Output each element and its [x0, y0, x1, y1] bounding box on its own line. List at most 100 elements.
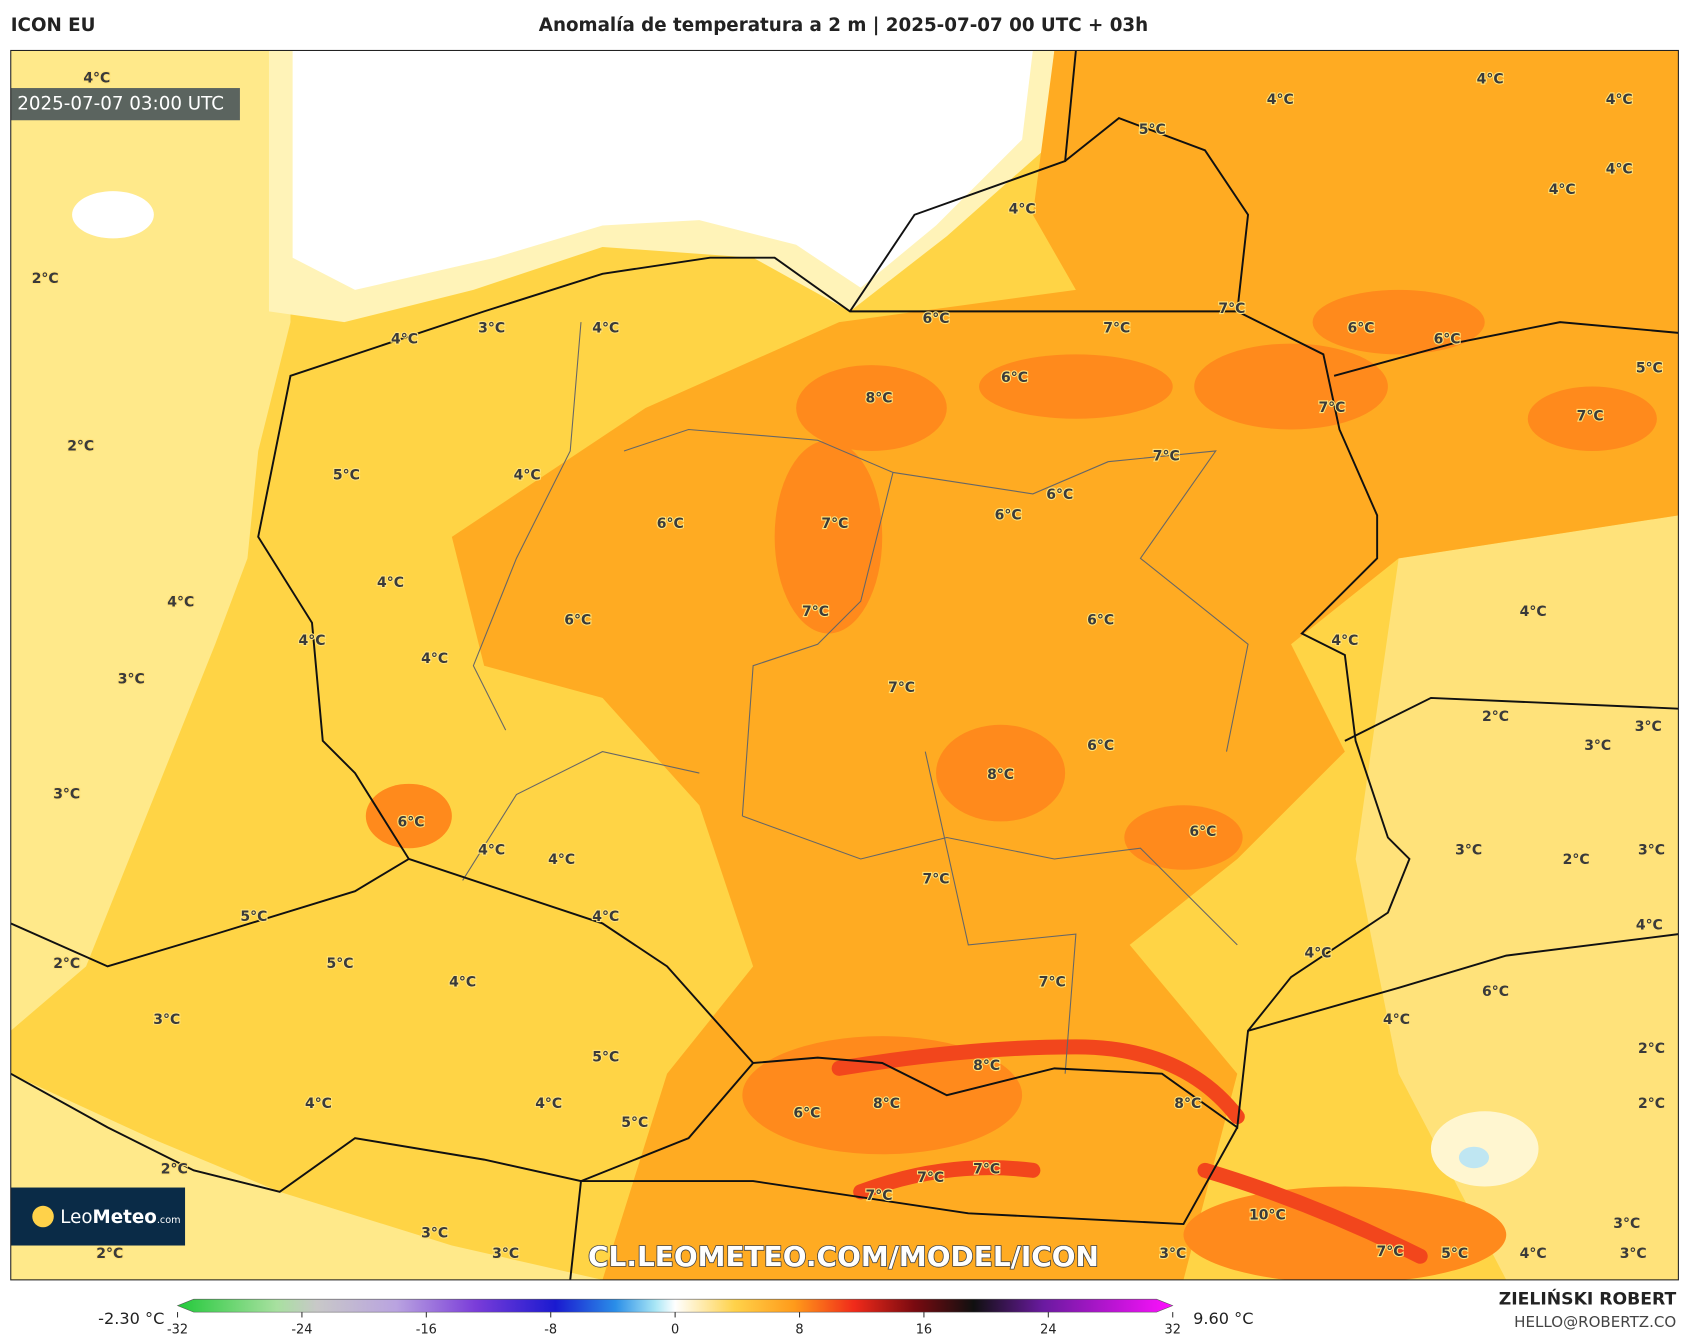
contour-label: 3°C	[1635, 719, 1662, 735]
contour-label: 5°C	[592, 1050, 619, 1066]
contour-label: 8°C	[987, 767, 1014, 783]
logo: LeoMeteo.com	[60, 1207, 180, 1228]
contour-label: 3°C	[492, 1246, 519, 1262]
contour-label: 3°C	[1613, 1216, 1640, 1232]
map-title: Anomalía de temperatura a 2 m | 2025-07-…	[539, 15, 1148, 36]
contour-label: 5°C	[240, 909, 267, 925]
contour-label: 7°C	[1218, 301, 1245, 317]
contour-label: 8°C	[866, 390, 893, 406]
contour-label: 4°C	[1549, 182, 1576, 198]
contour-label: 4°C	[299, 633, 326, 649]
contour-label: 3°C	[118, 672, 145, 688]
pale-region	[10, 50, 291, 1031]
contour-label: 7°C	[1039, 974, 1066, 990]
colorbar-tick-label: 32	[1165, 1323, 1181, 1338]
contour-label: 6°C	[1348, 321, 1375, 337]
colorbar-tick-label: 0	[671, 1323, 679, 1338]
contour-label: 4°C	[535, 1096, 562, 1112]
colorbar	[176, 1298, 1174, 1313]
contour-label: 7°C	[1377, 1244, 1404, 1260]
contour-label: 5°C	[333, 468, 360, 484]
contour-label: 7°C	[917, 1170, 944, 1186]
pale-region	[1355, 515, 1679, 1280]
contour-label: 7°C	[923, 871, 950, 887]
map-frame	[10, 49, 1679, 1281]
contour-label: 4°C	[449, 974, 476, 990]
model-name: ICON EU	[11, 15, 96, 36]
contour-label: 5°C	[621, 1115, 648, 1131]
contour-label: 4°C	[548, 852, 575, 868]
contour-label: 7°C	[888, 680, 915, 696]
contour-label: 6°C	[1087, 613, 1114, 629]
contour-label: 4°C	[391, 331, 418, 347]
contour-label: 2°C	[1638, 1096, 1665, 1112]
author: ZIELIŃSKI ROBERT	[1499, 1288, 1677, 1310]
contour-label: 10°C	[1249, 1207, 1286, 1223]
contour-label: 4°C	[592, 321, 619, 337]
contour-label: 6°C	[1189, 824, 1216, 840]
colorbar-tick-label: -16	[416, 1323, 437, 1338]
contour-label: 2°C	[32, 271, 59, 287]
cool-patch	[1458, 1146, 1490, 1169]
contour-label: 7°C	[973, 1161, 1000, 1177]
contour-label: 7°C	[802, 604, 829, 620]
contour-label: 5°C	[326, 956, 353, 972]
contour-label: 3°C	[53, 787, 80, 803]
map: 4°C 2°C 3°C 4°C 4°C 2°C 5°C 4°C 6°C 7°C 7°C 6°C 6°C 8…	[10, 50, 1679, 1280]
admin-lines	[462, 322, 1249, 1074]
contour-label: 4°C	[421, 651, 448, 667]
contour-label: 2°C	[1563, 852, 1590, 868]
contour-label: 4°C	[1009, 201, 1036, 217]
contour-label: 2°C	[96, 1246, 123, 1262]
contour-label: 4°C	[1606, 92, 1633, 108]
contour-label: 5°C	[1139, 122, 1166, 138]
contour-label: 5°C	[1636, 360, 1663, 376]
contour-label: 8°C	[973, 1058, 1000, 1074]
contour-label: 6°C	[1001, 370, 1028, 386]
contour-label: 3°C	[1638, 842, 1665, 858]
contour-label: 6°C	[793, 1105, 820, 1121]
contour-label: 3°C	[421, 1226, 448, 1242]
contour-label: 5°C	[1441, 1246, 1468, 1262]
colorbar-tick-label: 8	[795, 1323, 803, 1338]
contour-label: 3°C	[1584, 738, 1611, 754]
contour-label: 2°C	[1482, 709, 1509, 725]
colorbar-tick-label: 16	[916, 1323, 932, 1338]
contour-label: 3°C	[1620, 1246, 1647, 1262]
contour-label: 7°C	[1577, 409, 1604, 425]
contour-label: 3°C	[153, 1012, 180, 1028]
colorbar-ticks: -32 -24 -16 -8 0 8 16 24 32	[167, 1312, 1181, 1338]
contour-label: 2°C	[161, 1161, 188, 1177]
contour-label: 4°C	[592, 909, 619, 925]
colorbar-tick-label: -24	[291, 1323, 312, 1338]
time-box	[10, 88, 240, 121]
contour-label: 4°C	[514, 468, 541, 484]
contour-label: 4°C	[1606, 162, 1633, 178]
email: HELLO@ROBERTZ.CO	[1514, 1313, 1676, 1331]
contour-label: 6°C	[923, 311, 950, 327]
contour-label: 7°C	[866, 1188, 893, 1204]
contour-label: 2°C	[53, 956, 80, 972]
contour-label: 7°C	[821, 516, 848, 532]
contour-label: 7°C	[1153, 448, 1180, 464]
contour-label: 4°C	[167, 594, 194, 610]
contour-label: 4°C	[1304, 945, 1331, 961]
contour-label: 6°C	[397, 814, 424, 830]
contour-label: 7°C	[1103, 321, 1130, 337]
contour-label: 3°C	[478, 321, 505, 337]
contour-label: 4°C	[1267, 92, 1294, 108]
logo-part: .com	[157, 1215, 181, 1226]
contour-label: 2°C	[67, 439, 94, 455]
colorbar-tick-label: -8	[544, 1323, 557, 1338]
watermark: CL.LEOMETEO.COM/MODEL/ICON	[588, 1240, 1099, 1273]
contour-label: 3°C	[1159, 1246, 1186, 1262]
valid-time: 2025-07-07 03:00 UTC	[17, 94, 224, 115]
contour-label: 3°C	[1455, 842, 1482, 858]
colorbar-tick-label: -32	[167, 1323, 188, 1338]
contour-label: 6°C	[1087, 738, 1114, 754]
colorbar-max: 9.60 °C	[1193, 1309, 1253, 1328]
contour-label: 6°C	[1046, 487, 1073, 503]
contour-label: 4°C	[1520, 604, 1547, 620]
hot-streak	[831, 1039, 1428, 1264]
